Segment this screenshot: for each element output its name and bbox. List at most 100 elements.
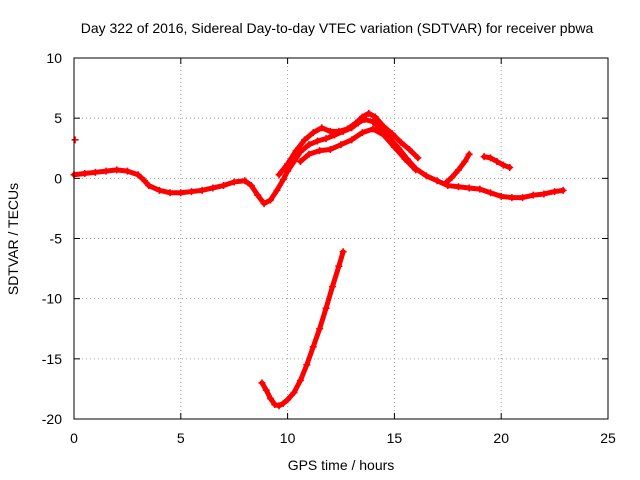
data-point: [454, 183, 462, 191]
data-point: [339, 248, 347, 256]
series-trace: [259, 249, 346, 409]
data-point: [352, 119, 360, 127]
data-point: [508, 194, 516, 202]
data-point: [322, 135, 330, 143]
data-point: [465, 150, 473, 158]
data-point: [134, 171, 142, 179]
data-point: [303, 361, 311, 369]
data-point: [220, 182, 228, 190]
data-point: [123, 167, 131, 175]
data-point: [316, 147, 324, 155]
data-point: [284, 160, 292, 168]
data-point: [273, 186, 281, 194]
data-point: [448, 173, 456, 181]
y-axis-label: SDTVAR / TECUs: [5, 183, 21, 295]
data-point: [442, 179, 450, 187]
data-point: [559, 186, 567, 194]
x-axis-label: GPS time / hours: [288, 457, 395, 473]
data-point: [296, 376, 304, 384]
data-point: [358, 129, 366, 137]
y-axis-ticks: -20 -15 -10 -5 0 5 10: [42, 50, 608, 427]
data-point: [271, 401, 279, 409]
y-tick-label: 5: [54, 110, 62, 126]
data-point: [275, 171, 283, 179]
data-point: [254, 191, 262, 199]
data-point: [292, 147, 300, 155]
data-point: [337, 141, 345, 149]
grid-lines: [74, 58, 608, 419]
y-tick-label: -5: [50, 231, 63, 247]
data-point: [241, 177, 249, 185]
data-point: [380, 131, 388, 139]
y-tick-label: 0: [54, 170, 62, 186]
data-point: [390, 143, 398, 151]
data-point: [247, 182, 255, 190]
series-sdtvar_low_arc: [258, 248, 347, 410]
data-point: [260, 200, 268, 208]
data-point: [155, 186, 163, 194]
data-point: [326, 145, 334, 153]
data-point: [422, 172, 430, 180]
data-point: [369, 125, 377, 133]
data-point: [275, 402, 283, 410]
series-sdtvar_point_start: [71, 136, 79, 144]
data-point: [305, 150, 313, 158]
data-point: [262, 386, 270, 394]
data-point: [519, 194, 527, 202]
data-point: [358, 113, 366, 121]
data-point: [326, 127, 334, 135]
data-point: [301, 136, 309, 144]
x-tick-label: 25: [600, 430, 616, 446]
series-sdtvar_lower_branch: [296, 125, 420, 174]
data-point: [284, 167, 292, 175]
data-point: [335, 127, 343, 135]
data-point: [296, 157, 304, 165]
data-point: [71, 136, 79, 144]
series-trace: [276, 110, 421, 178]
data-point: [380, 123, 388, 131]
data-point: [335, 262, 343, 270]
data-point: [166, 189, 174, 197]
data-point: [314, 137, 322, 145]
data-point: [322, 304, 330, 312]
data-point: [529, 191, 537, 199]
data-point: [309, 129, 317, 137]
x-tick-label: 20: [493, 430, 509, 446]
data-point: [397, 138, 405, 146]
data-point: [140, 177, 148, 185]
data-point: [209, 184, 217, 192]
data-point: [113, 166, 121, 174]
data-point: [343, 125, 351, 133]
data-point: [487, 154, 495, 162]
data-point: [198, 186, 206, 194]
y-tick-label: 10: [46, 50, 62, 66]
data-point: [187, 188, 195, 196]
y-tick-label: -20: [42, 411, 62, 427]
data-point: [551, 188, 559, 196]
data-point: [284, 396, 292, 404]
data-point: [365, 109, 373, 117]
data-point: [348, 136, 356, 144]
data-point: [506, 164, 514, 172]
data-point: [405, 145, 413, 153]
data-point: [412, 166, 420, 174]
y-tick-label: -15: [42, 351, 62, 367]
data-point: [267, 196, 275, 204]
x-tick-label: 5: [177, 430, 185, 446]
data-point: [401, 155, 409, 163]
data-point: [91, 168, 99, 176]
chart-title: Day 322 of 2016, Sidereal Day-to-day VTE…: [81, 20, 594, 36]
data-point: [309, 343, 317, 351]
data-point: [487, 189, 495, 197]
data-point: [258, 379, 266, 387]
data-point: [493, 157, 501, 165]
x-tick-label: 0: [70, 430, 78, 446]
data-point: [81, 170, 89, 178]
series-sdtvar_spike_18: [442, 150, 473, 187]
data-point: [476, 185, 484, 193]
series-trace: [297, 126, 419, 173]
y-tick-label: -10: [42, 291, 62, 307]
data-point: [371, 113, 379, 121]
data-point: [414, 154, 422, 162]
